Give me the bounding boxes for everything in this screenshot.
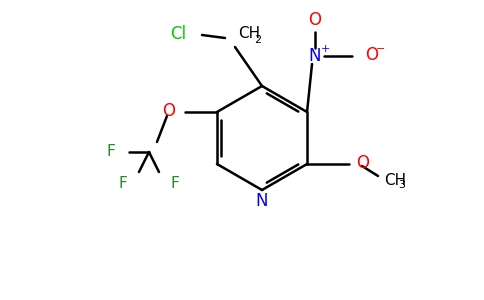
Text: 3: 3 (398, 180, 405, 190)
Text: Cl: Cl (170, 25, 186, 43)
Text: O: O (162, 102, 175, 120)
Text: CH: CH (238, 26, 260, 41)
Text: −: − (376, 44, 385, 54)
Text: F: F (171, 176, 180, 191)
Text: F: F (118, 176, 127, 191)
Text: CH: CH (384, 172, 406, 188)
Text: N: N (256, 192, 268, 210)
Text: F: F (106, 145, 115, 160)
Text: +: + (320, 44, 330, 54)
Text: O: O (356, 154, 369, 172)
Text: O: O (308, 11, 321, 29)
Text: O: O (365, 46, 378, 64)
Text: N: N (309, 47, 321, 65)
Text: 2: 2 (254, 35, 261, 45)
